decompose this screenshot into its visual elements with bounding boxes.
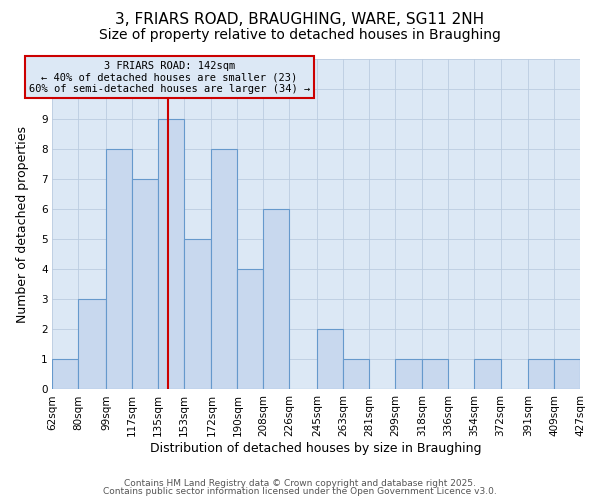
- Text: Contains HM Land Registry data © Crown copyright and database right 2025.: Contains HM Land Registry data © Crown c…: [124, 478, 476, 488]
- Bar: [343, 360, 369, 390]
- X-axis label: Distribution of detached houses by size in Braughing: Distribution of detached houses by size …: [151, 442, 482, 455]
- Bar: [395, 360, 422, 390]
- Text: 3 FRIARS ROAD: 142sqm
← 40% of detached houses are smaller (23)
60% of semi-deta: 3 FRIARS ROAD: 142sqm ← 40% of detached …: [29, 60, 310, 94]
- Bar: [52, 360, 79, 390]
- Text: 3, FRIARS ROAD, BRAUGHING, WARE, SG11 2NH: 3, FRIARS ROAD, BRAUGHING, WARE, SG11 2N…: [115, 12, 485, 28]
- Bar: [317, 330, 343, 390]
- Bar: [263, 209, 289, 390]
- Bar: [184, 240, 211, 390]
- Bar: [554, 360, 580, 390]
- Bar: [475, 360, 500, 390]
- Bar: [132, 179, 158, 390]
- Bar: [158, 119, 184, 390]
- Text: Size of property relative to detached houses in Braughing: Size of property relative to detached ho…: [99, 28, 501, 42]
- Text: Contains public sector information licensed under the Open Government Licence v3: Contains public sector information licen…: [103, 487, 497, 496]
- Y-axis label: Number of detached properties: Number of detached properties: [16, 126, 29, 322]
- Bar: [238, 270, 263, 390]
- Bar: [211, 149, 238, 390]
- Bar: [528, 360, 554, 390]
- Bar: [422, 360, 448, 390]
- Bar: [79, 300, 106, 390]
- Bar: [106, 149, 132, 390]
